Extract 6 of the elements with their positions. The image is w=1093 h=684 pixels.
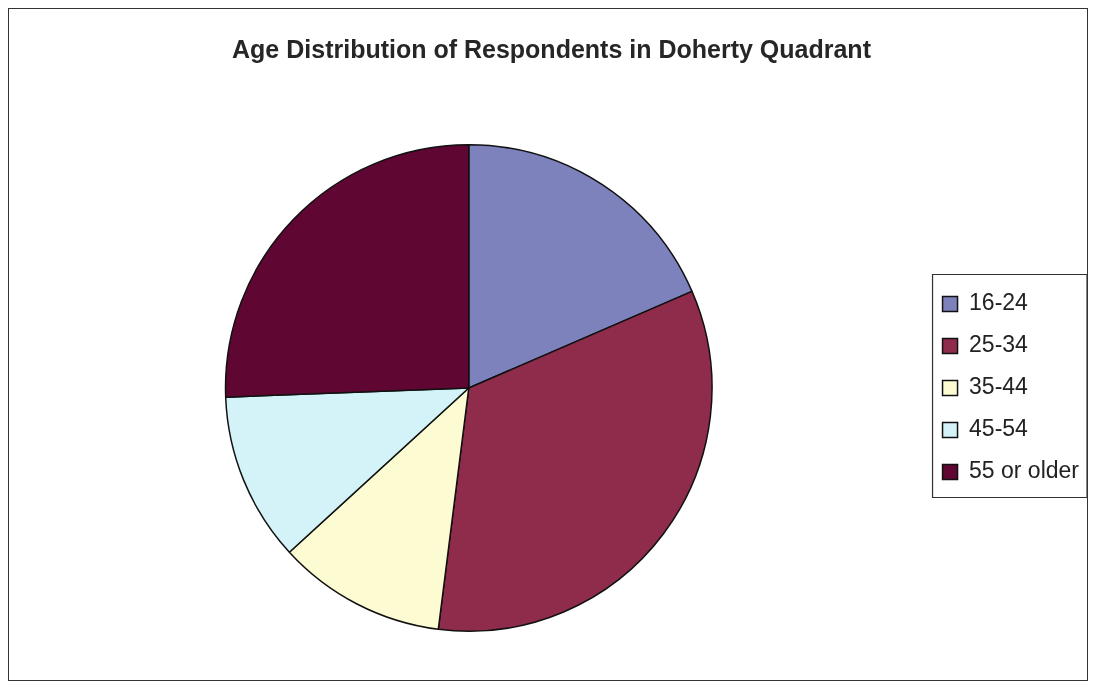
chart-title: Age Distribution of Respondents in Doherty Quadrant (232, 34, 872, 63)
legend-label: 16-24 (969, 289, 1029, 316)
legend-label: 25-34 (969, 331, 1029, 358)
legend-label: 35-44 (969, 373, 1029, 400)
legend-label: 45-54 (969, 415, 1029, 442)
legend-label: 55 or older (969, 457, 1080, 484)
